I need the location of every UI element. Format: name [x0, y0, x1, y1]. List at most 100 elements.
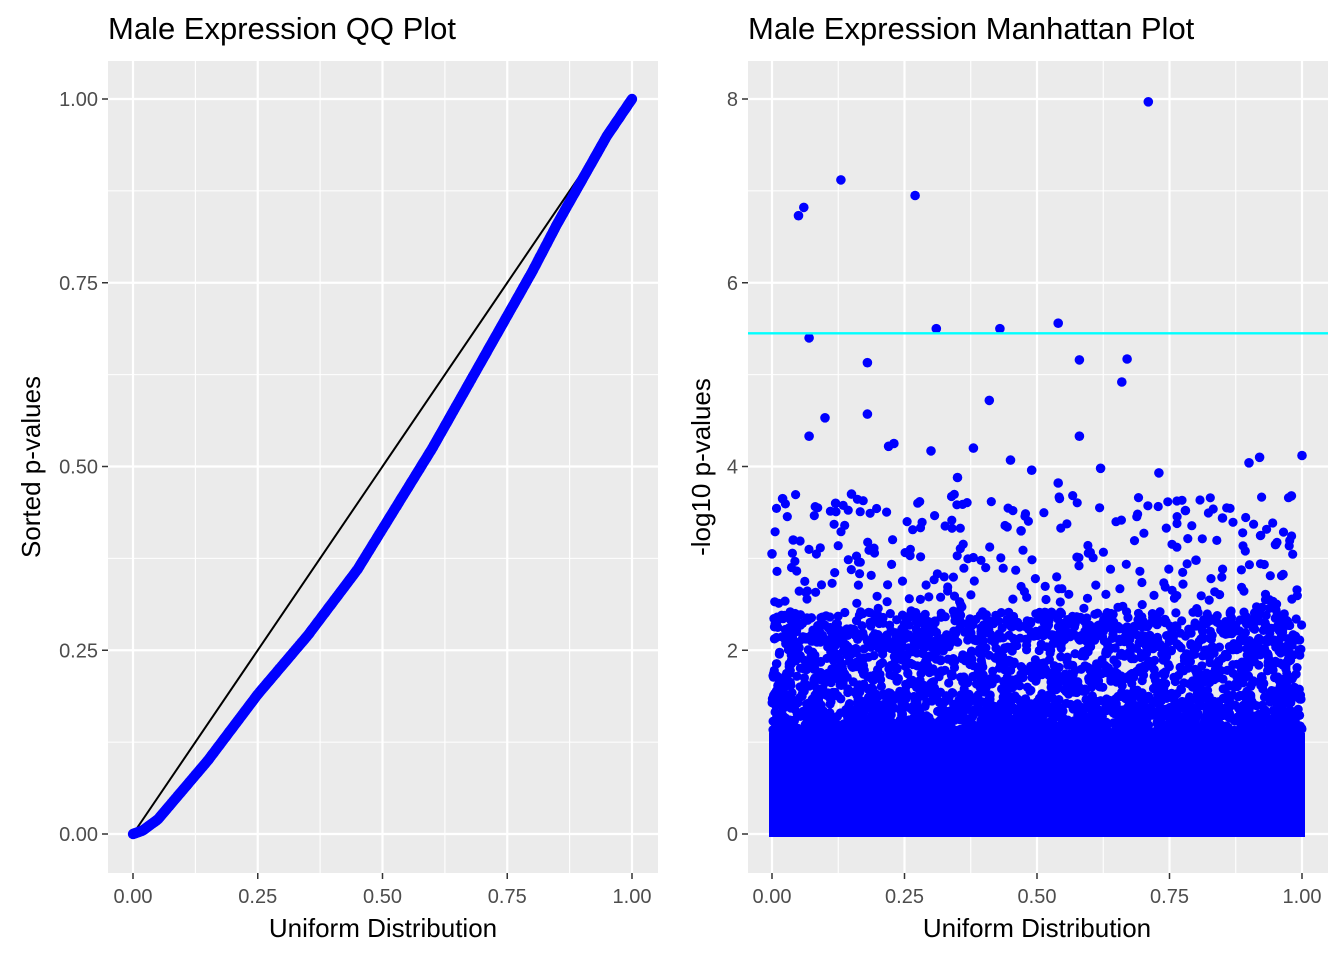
manhattan-point — [998, 563, 1008, 573]
manhattan-point — [1083, 540, 1093, 551]
manhattan-point — [843, 555, 853, 565]
manhattan-point — [1206, 574, 1216, 584]
manhattan-point — [800, 576, 810, 587]
manhattan-point — [952, 472, 963, 483]
manhattan-point — [1101, 589, 1111, 600]
manhattan-point — [898, 634, 908, 644]
manhattan-point — [1022, 592, 1032, 602]
manhattan-point — [1108, 609, 1118, 620]
manhattan-point — [843, 630, 853, 641]
manhattan-point — [1012, 641, 1022, 651]
manhattan-point — [856, 696, 867, 706]
manhattan-point — [1020, 509, 1031, 519]
manhattan-point — [928, 664, 938, 674]
manhattan-point — [919, 680, 929, 691]
manhattan-point — [1117, 377, 1127, 387]
manhattan-point — [1091, 702, 1101, 712]
manhattan-point — [1138, 691, 1148, 701]
manhattan-point — [1153, 501, 1163, 512]
manhattan-point — [862, 723, 872, 733]
manhattan-point — [772, 698, 782, 708]
manhattan-point — [1205, 626, 1215, 637]
manhattan-point — [908, 659, 918, 670]
manhattan-point — [947, 669, 957, 679]
manhattan-point — [1081, 648, 1091, 658]
qq-y-tick-label: 0.50 — [59, 457, 98, 479]
manhattan-point — [809, 510, 819, 521]
manhattan-point — [811, 656, 821, 667]
manhattan-point — [1093, 623, 1103, 633]
manhattan-point — [1263, 657, 1273, 667]
manhattan-point — [1079, 628, 1090, 639]
manhattan-point — [776, 719, 786, 729]
manhattan-point — [1176, 712, 1186, 722]
manhattan-point — [876, 681, 887, 692]
manhattan-point — [830, 663, 841, 673]
manhattan-point — [897, 610, 908, 620]
manhattan-point — [1051, 666, 1062, 676]
manhattan-point — [1148, 727, 1158, 737]
manhattan-point — [1234, 703, 1244, 714]
manhattan-point — [1113, 716, 1124, 726]
manhattan-point — [1244, 727, 1255, 737]
manhattan-point — [897, 576, 908, 586]
manhattan-point — [794, 643, 804, 653]
manhattan-point — [1041, 594, 1051, 605]
manhattan-point — [1234, 691, 1244, 701]
qq-panel: Male Expression QQ Plot 0.00 0.25 0.50 0.75… — [16, 11, 658, 943]
manhattan-point — [955, 672, 966, 682]
manhattan-point — [1256, 530, 1266, 541]
manhattan-point — [892, 664, 902, 674]
manhattan-point — [863, 692, 874, 703]
manhattan-point — [1068, 491, 1078, 501]
manhattan-point — [1055, 712, 1065, 723]
manhattan-point — [1098, 547, 1108, 557]
manhattan-point — [1088, 630, 1098, 640]
manhattan-point — [800, 632, 811, 642]
manhattan-point — [1218, 674, 1228, 684]
manhattan-point — [940, 665, 950, 675]
manhattan-point — [1019, 621, 1029, 631]
manhattan-point — [1241, 636, 1251, 646]
manhattan-point — [1205, 658, 1215, 668]
manhattan-point — [1228, 660, 1238, 670]
manhattan-point — [873, 603, 883, 614]
manhattan-point — [1169, 701, 1179, 711]
manhattan-point — [1082, 593, 1093, 603]
manhattan-point — [872, 591, 882, 601]
qq-y-ticks: 0.00 0.25 0.50 0.75 1.00 — [59, 89, 108, 846]
manhattan-point — [1154, 616, 1164, 626]
manhattan-point — [1284, 723, 1294, 733]
manhattan-point — [851, 628, 861, 638]
manhattan-point — [1129, 536, 1140, 546]
manhattan-point — [966, 590, 976, 600]
manhattan-point — [930, 510, 940, 521]
manhattan-point — [1297, 620, 1307, 630]
manhattan-point — [767, 549, 777, 559]
manhattan-point — [1122, 354, 1132, 364]
manhattan-point — [911, 624, 921, 634]
manhattan-point — [978, 671, 988, 681]
manhattan-point — [1019, 726, 1029, 736]
manhattan-point — [922, 652, 933, 662]
manhattan-point — [957, 708, 967, 718]
manhattan-point — [1087, 691, 1097, 701]
manhattan-point — [863, 537, 873, 547]
manhattan-point — [984, 650, 994, 660]
manhattan-point — [975, 610, 985, 620]
manhattan-point — [883, 441, 894, 452]
manhattan-point — [833, 541, 843, 551]
qq-y-tick-label: 0.25 — [59, 640, 98, 662]
manhattan-point — [1273, 672, 1283, 682]
manhattan-point — [1241, 619, 1252, 629]
manhattan-point — [1241, 512, 1251, 523]
mh-x-tick-label: 0.50 — [1018, 886, 1057, 908]
manhattan-point — [1172, 518, 1182, 529]
manhattan-point — [853, 681, 863, 691]
manhattan-point — [1182, 559, 1192, 569]
manhattan-point — [1164, 662, 1174, 672]
manhattan-point — [1293, 721, 1303, 731]
manhattan-point — [1292, 585, 1302, 595]
qq-points — [127, 93, 638, 840]
manhattan-point — [836, 175, 846, 185]
